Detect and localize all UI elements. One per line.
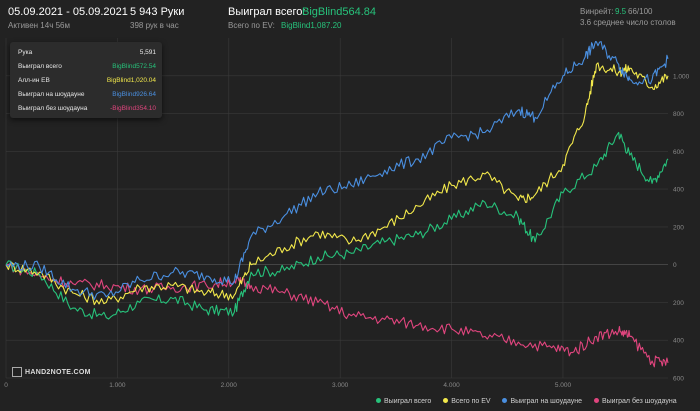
won-total-label: Выиграл всего: xyxy=(228,6,306,18)
winrate-suffix: 66/100 xyxy=(628,7,653,16)
hands-rate: 398 рук в час xyxy=(130,21,179,30)
ev-total-label: Всего по EV: xyxy=(228,21,275,30)
x-tick-label: 2.000 xyxy=(221,382,238,389)
tooltip-value: -BigBlind354.10 xyxy=(110,105,156,112)
tooltip-label: Рука xyxy=(18,49,33,56)
x-tick-label: 1.000 xyxy=(109,382,126,389)
tooltip-label: Выиграл всего xyxy=(18,63,62,70)
tooltip-value: 5,591 xyxy=(139,49,156,56)
legend-item-showdown[interactable]: Выиграл на шоудауне xyxy=(502,398,582,405)
y-tick-label: 0 xyxy=(673,262,677,269)
total-line xyxy=(5,131,669,320)
won-total-value: BigBlind564.84 xyxy=(302,6,377,18)
winrate-label: Винрейт: xyxy=(580,7,614,16)
nonshowdown-line xyxy=(5,263,669,368)
hover-tooltip: Рука 5,591 Выиграл всего BigBlind572.54 … xyxy=(10,42,162,118)
active-time: Активен 14ч 56м xyxy=(8,21,70,30)
tooltip-row-nonshowdown: Выиграл без шоудауна -BigBlind354.10 xyxy=(18,105,156,114)
y-tick-label: 400 xyxy=(673,338,684,345)
ev-line xyxy=(5,62,669,306)
header: 05.09.2021 - 05.09.2021 Активен 14ч 56м … xyxy=(0,0,700,34)
logo-text: HAND2NOTE.COM xyxy=(25,368,91,376)
tooltip-row-ev: Алл-ин EB BigBlind1,020.04 xyxy=(18,77,156,86)
legend-dot-icon xyxy=(502,398,508,403)
legend-dot-icon xyxy=(593,398,599,403)
logo-mark-icon xyxy=(12,367,22,377)
date-range[interactable]: 05.09.2021 - 05.09.2021 xyxy=(8,6,128,18)
legend-dot-icon xyxy=(443,398,449,403)
tooltip-row-hand: Рука 5,591 xyxy=(18,49,156,58)
x-tick-label: 5.000 xyxy=(555,382,572,389)
y-tick-label: 400 xyxy=(673,187,684,194)
y-tick-label: 200 xyxy=(673,300,684,307)
tooltip-label: Выиграл без шоудауна xyxy=(18,105,88,112)
hand2note-logo: HAND2NOTE.COM xyxy=(12,367,91,377)
chart-legend: Выиграл всего Всего по EV Выиграл на шоу… xyxy=(376,398,687,405)
tooltip-row-total: Выиграл всего BigBlind572.54 xyxy=(18,63,156,72)
tooltip-value: BigBlind572.54 xyxy=(112,63,156,70)
ev-total-value: BigBlind1,087.20 xyxy=(281,21,342,30)
legend-item-total[interactable]: Выиграл всего xyxy=(376,398,431,405)
x-tick-label: 0 xyxy=(4,382,8,389)
tooltip-value: BigBlind926.64 xyxy=(112,91,156,98)
tooltip-label: Выиграл на шоудауне xyxy=(18,91,85,98)
avg-tables: 3.6 среднее число столов xyxy=(580,18,676,27)
x-tick-label: 3.000 xyxy=(332,382,349,389)
y-tick-label: 1.000 xyxy=(673,73,690,80)
x-tick-label: 4.000 xyxy=(443,382,460,389)
y-tick-label: 800 xyxy=(673,111,684,118)
y-tick-label: 600 xyxy=(673,376,684,383)
winrate-value: 9.5 xyxy=(615,7,627,16)
tooltip-row-showdown: Выиграл на шоудауне BigBlind926.64 xyxy=(18,91,156,100)
legend-dot-icon xyxy=(376,398,381,403)
tooltip-label: Алл-ин EB xyxy=(18,77,50,84)
y-tick-label: 600 xyxy=(673,149,684,156)
legend-item-ev[interactable]: Всего по EV xyxy=(443,398,491,405)
showdown-line xyxy=(5,40,669,301)
tooltip-value: BigBlind1,020.04 xyxy=(106,77,156,84)
legend-item-nonshowdown[interactable]: Выиграл без шоудауна xyxy=(593,398,677,405)
hands-count: 5 943 Руки xyxy=(130,6,185,18)
y-tick-label: 200 xyxy=(673,224,684,231)
